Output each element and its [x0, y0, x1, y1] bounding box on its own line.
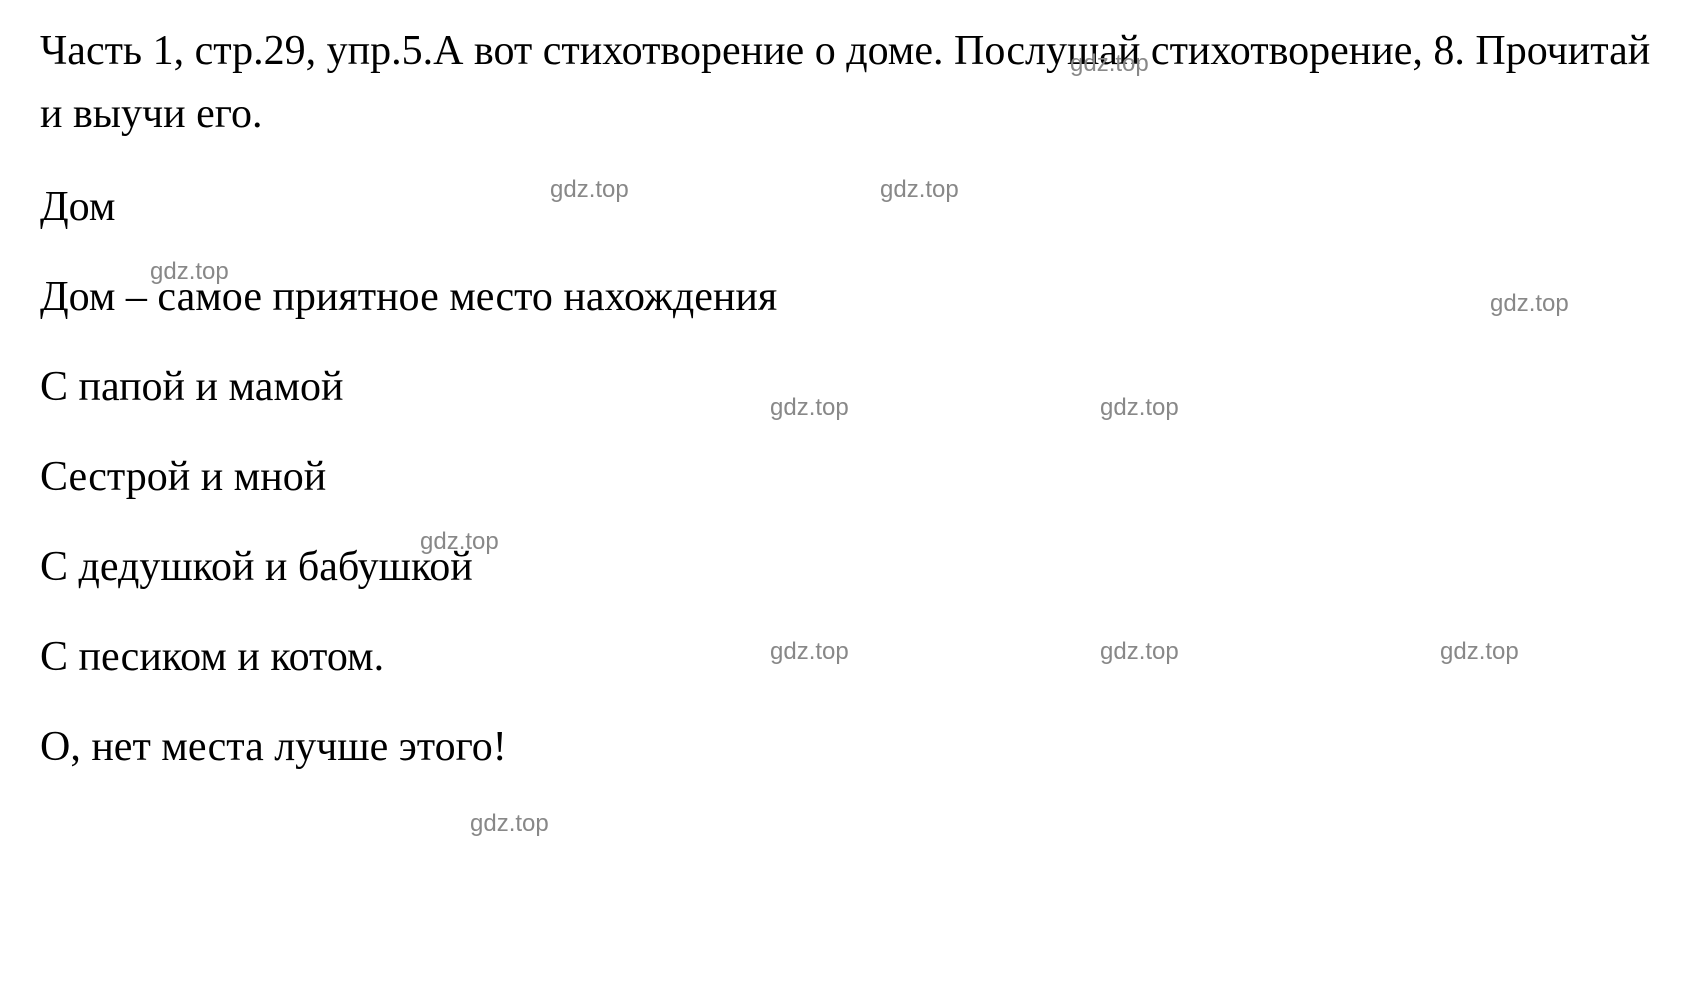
poem-line-3: Сестрой и мной — [40, 456, 1654, 498]
poem-line-2: С папой и мамой — [40, 366, 1654, 408]
poem-line-5: С песиком и котом. — [40, 636, 1654, 678]
exercise-heading: Часть 1, стр.29, упр.5.А вот стихотворен… — [40, 20, 1654, 146]
poem-line-1: Дом – самое приятное место нахождения — [40, 276, 1654, 318]
document-content: Часть 1, стр.29, упр.5.А вот стихотворен… — [0, 0, 1694, 836]
poem-line-4: С дедушкой и бабушкой — [40, 546, 1654, 588]
poem-title: Дом — [40, 186, 1654, 228]
poem-line-6: О, нет места лучше этого! — [40, 726, 1654, 768]
